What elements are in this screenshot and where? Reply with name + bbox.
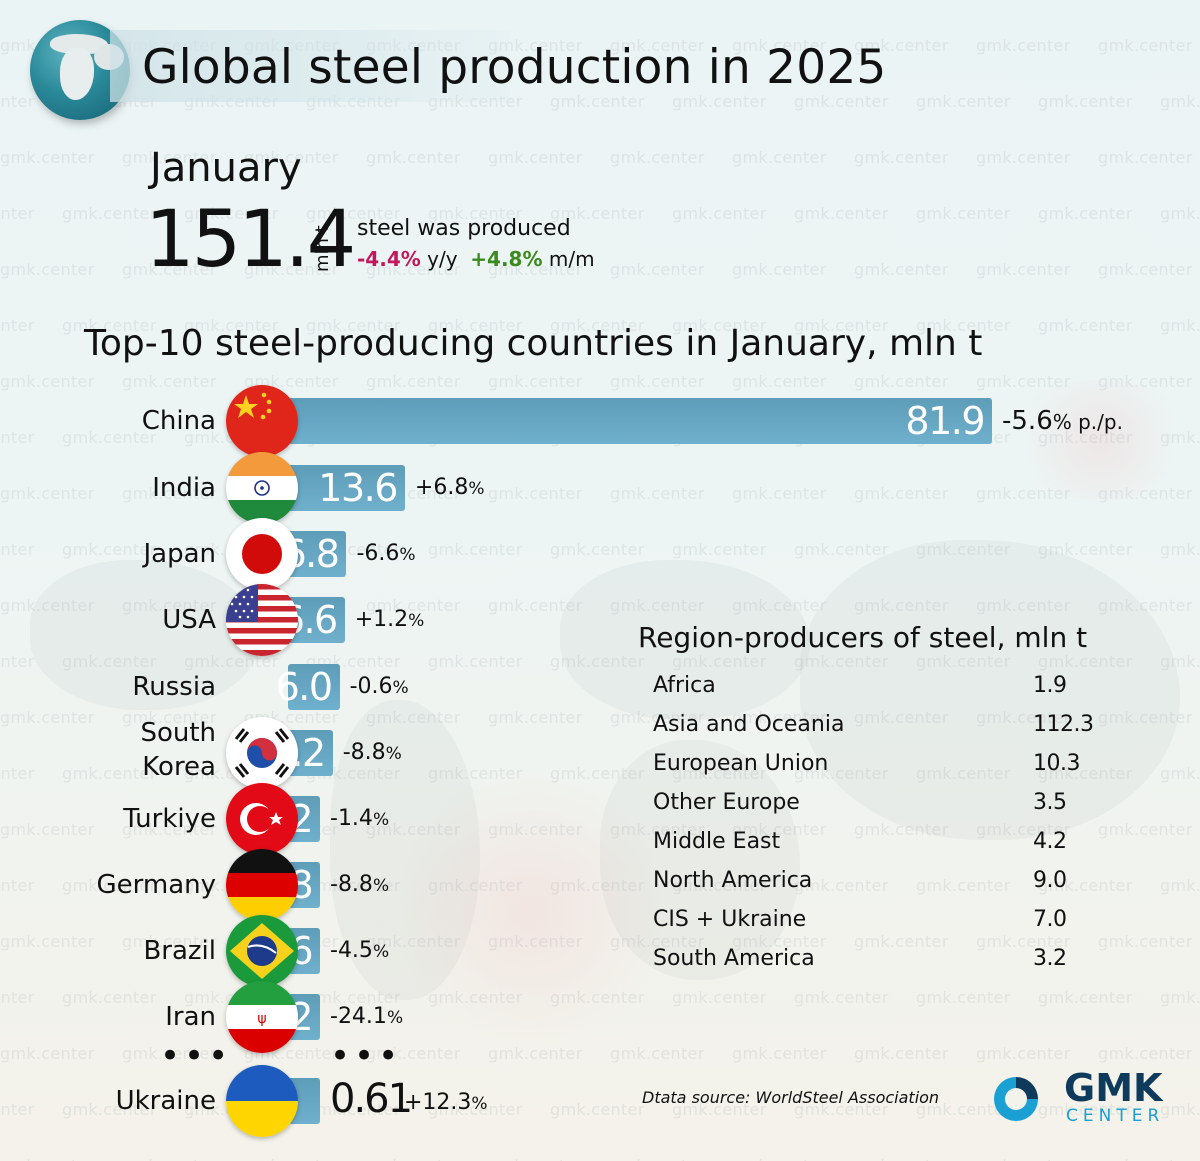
- region-row: CIS + Ukraine 7.0: [653, 907, 1093, 937]
- region-value: 3.2: [1033, 946, 1067, 971]
- change-label: +12.3%: [404, 1090, 488, 1115]
- country-label: India: [152, 473, 216, 503]
- bar-value-label: 0.61: [330, 1076, 413, 1122]
- ellipsis-dots: •••: [160, 1036, 233, 1076]
- bar-china: 81.9: [288, 398, 992, 444]
- bar-india: 13.6: [288, 465, 405, 511]
- bar-value-label: 6.0: [275, 665, 333, 709]
- region-value: 3.5: [1033, 790, 1067, 815]
- region-name: Africa: [653, 673, 716, 698]
- country-label: China: [141, 406, 216, 436]
- region-row: Other Europe 3.5: [653, 790, 1093, 820]
- region-value: 9.0: [1033, 868, 1067, 893]
- logo-subtext: CENTER: [1066, 1106, 1165, 1126]
- region-name: Middle East: [653, 829, 781, 854]
- japan-flag-icon: [226, 518, 298, 590]
- country-label: Brazil: [143, 936, 216, 966]
- bar-value-label: 81.9: [905, 399, 985, 443]
- region-row: Asia and Oceania 112.3: [653, 712, 1094, 742]
- bar-russia: 6.0: [276, 664, 340, 710]
- title-banner: [110, 30, 510, 102]
- yoy-label: y/y: [427, 247, 458, 271]
- change-label: -0.6%: [349, 674, 409, 699]
- change-label: -1.4%: [330, 806, 390, 831]
- region-value: 7.0: [1033, 907, 1067, 932]
- turkiye-flag-icon: [226, 783, 298, 855]
- country-label: Ukraine: [115, 1086, 216, 1116]
- usa-flag-icon: [226, 584, 298, 656]
- change-label: +6.8%: [414, 475, 485, 500]
- country-label: South Korea: [140, 718, 216, 782]
- yoy-change: -4.4%: [357, 247, 421, 271]
- region-row: European Union 10.3: [653, 751, 1093, 781]
- change-label: -6.6%: [356, 541, 416, 566]
- region-name: CIS + Ukraine: [653, 907, 807, 932]
- iran-flag-icon: ψ: [226, 981, 298, 1053]
- country-label: Turkiye: [123, 804, 216, 834]
- region-value: 10.3: [1033, 751, 1080, 776]
- change-label: -24.1%: [330, 1004, 404, 1029]
- page-title: Global steel production in 2025: [142, 40, 887, 95]
- change-label: -5.6% p./p.: [1002, 406, 1123, 436]
- region-value: 4.2: [1033, 829, 1067, 854]
- region-name: European Union: [653, 751, 829, 776]
- country-label: USA: [162, 605, 216, 635]
- country-label: Iran: [165, 1002, 216, 1032]
- change-label: -8.8%: [330, 872, 390, 897]
- india-flag-icon: [226, 452, 298, 524]
- country-label: Russia: [132, 672, 216, 702]
- gmk-logo-icon: [994, 1077, 1038, 1121]
- total-unit: mln t: [312, 225, 333, 272]
- chart-title: Top-10 steel-producing countries in Janu…: [84, 323, 983, 364]
- region-name: North America: [653, 868, 813, 893]
- mom-label: m/m: [548, 247, 595, 271]
- change-label: +1.2%: [354, 607, 425, 632]
- region-row: Middle East 4.2: [653, 829, 1093, 859]
- china-flag-icon: [226, 385, 298, 457]
- bar-value-label: 13.6: [318, 466, 398, 510]
- brazil-flag-icon: [226, 915, 298, 987]
- logo-text: GMK: [1064, 1066, 1163, 1110]
- region-name: South America: [653, 946, 815, 971]
- produced-label: steel was produced: [357, 216, 571, 241]
- region-name: Other Europe: [653, 790, 800, 815]
- germany-flag-icon: [226, 849, 298, 921]
- total-changes: -4.4% y/y +4.8% m/m: [357, 247, 595, 271]
- region-row: North America 9.0: [653, 868, 1093, 898]
- change-label: -4.5%: [330, 938, 390, 963]
- ellipsis-dots: •••: [330, 1036, 403, 1076]
- region-value: 1.9: [1033, 673, 1067, 698]
- region-name: Asia and Oceania: [653, 712, 845, 737]
- total-production-value: 151.4: [145, 195, 356, 285]
- month-label: January: [150, 145, 302, 191]
- country-label: Japan: [143, 539, 216, 569]
- region-value: 112.3: [1033, 712, 1094, 737]
- bg-tint: [400, 760, 660, 1060]
- country-label: Germany: [96, 870, 216, 900]
- mom-change: +4.8%: [470, 247, 543, 271]
- change-label: -8.8%: [342, 740, 402, 765]
- data-source: Dtata source: WorldSteel Association: [642, 1088, 940, 1107]
- south-korea-flag-icon: [226, 717, 298, 789]
- region-table-title: Region-producers of steel, mln t: [638, 621, 1088, 654]
- region-row: South America 3.2: [653, 946, 1093, 976]
- svg-text:ψ: ψ: [257, 1011, 266, 1027]
- ukraine-flag-icon: [226, 1065, 298, 1137]
- region-row: Africa 1.9: [653, 673, 1093, 703]
